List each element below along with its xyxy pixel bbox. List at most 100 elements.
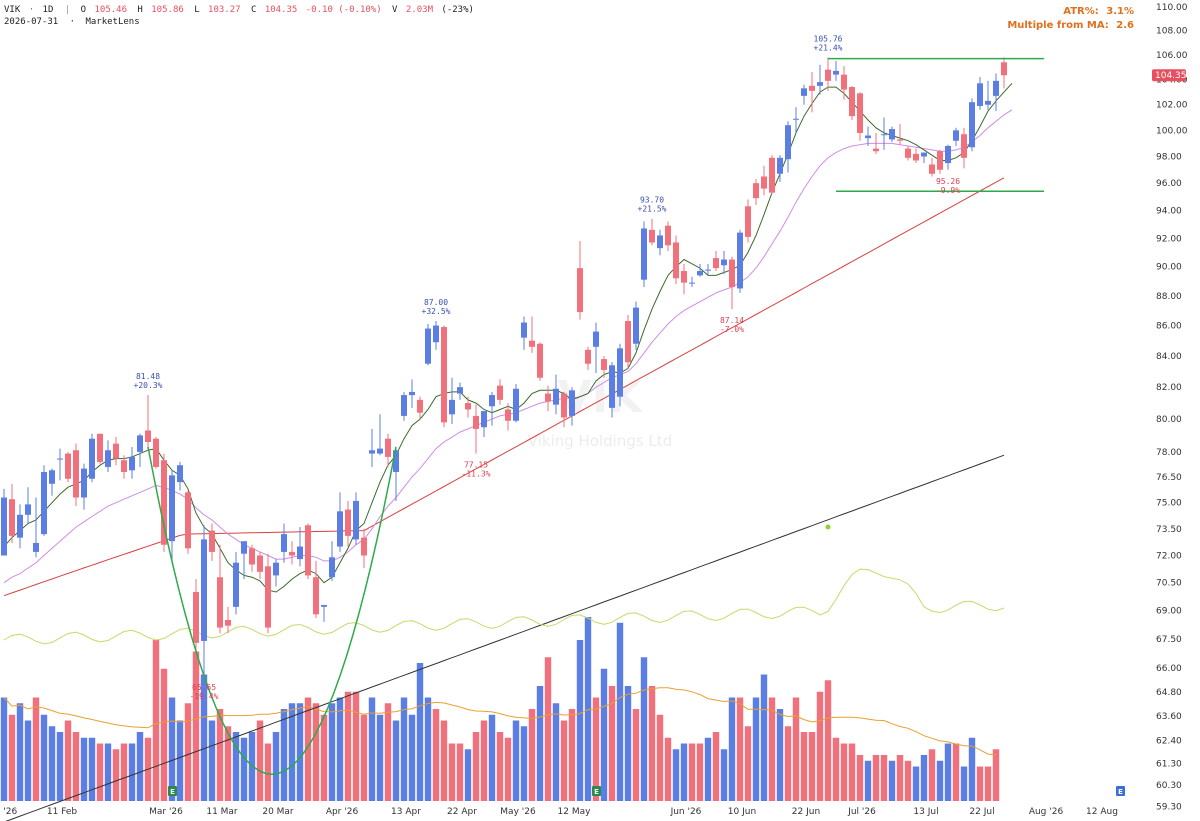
candle (393, 448, 399, 501)
candle (953, 127, 959, 146)
price-annotation: 87.00+32.5% (422, 298, 451, 316)
candle (321, 604, 327, 622)
volume-bar (920, 755, 928, 801)
candle (753, 179, 759, 205)
candle (57, 448, 63, 481)
volume-bar (816, 691, 824, 801)
candle (33, 497, 39, 558)
candle-body (625, 321, 631, 363)
volume-bar (400, 697, 408, 801)
candle (897, 123, 903, 145)
candle-body (673, 242, 679, 279)
candle-body (537, 343, 543, 378)
volume-bar (456, 743, 464, 801)
candle-body (929, 164, 935, 174)
candle-body (225, 619, 231, 626)
candle-body (785, 125, 791, 160)
candle (737, 229, 743, 293)
y-tick-label: 69.00 (1156, 607, 1182, 617)
candle (569, 387, 575, 426)
candle-body (17, 514, 23, 538)
candle (169, 470, 175, 561)
candle (145, 395, 151, 451)
y-tick-label: 60.30 (1156, 781, 1182, 791)
volume-bar (344, 691, 352, 801)
candle-body (281, 534, 287, 552)
candle (369, 428, 375, 467)
candle (657, 229, 663, 256)
volume-bar (336, 697, 344, 801)
volume-bar (584, 617, 592, 801)
x-tick-label: 13 Jul (913, 807, 938, 817)
candle-body (393, 450, 399, 472)
candle-body (209, 530, 215, 552)
candle (121, 455, 127, 479)
volume-bar (624, 686, 632, 801)
cup-pattern-line (147, 446, 397, 776)
volume-bar (912, 766, 920, 801)
candle-body (97, 433, 103, 462)
candle-body (801, 88, 807, 96)
x-tick-label: May '26 (500, 807, 536, 817)
candle-body (145, 430, 151, 442)
candle (729, 256, 735, 310)
candle (497, 379, 503, 405)
candle (201, 525, 207, 676)
candle-body (641, 228, 647, 280)
candle (89, 433, 95, 483)
earnings-badge (592, 786, 601, 796)
volume-bar (864, 760, 872, 801)
candle (873, 132, 879, 154)
volume-bar (424, 697, 432, 801)
candle (817, 64, 823, 95)
volume-bar (792, 697, 800, 801)
x-tick-label: 10 Jun (728, 807, 756, 817)
candle-body (65, 453, 71, 479)
volume-bar (240, 737, 248, 801)
candle (681, 263, 687, 295)
volume-bar (736, 697, 744, 801)
candle (249, 544, 255, 572)
candle (561, 391, 567, 428)
candle (665, 221, 671, 251)
candle-body (569, 390, 575, 416)
volume-bar (216, 709, 224, 801)
candle-body (433, 325, 439, 343)
candle (9, 483, 15, 543)
volume-bar (56, 732, 64, 801)
candle (105, 440, 111, 472)
candle-body (57, 458, 63, 460)
candle-body (953, 130, 959, 141)
volume-bar (616, 622, 624, 801)
candle-body (665, 225, 671, 246)
volume-bar (368, 697, 376, 801)
candle-body (889, 129, 895, 140)
candle-body (657, 235, 663, 249)
ma-200-line (5, 454, 1005, 821)
volume-value: 2.03M (406, 5, 434, 15)
candle-body (833, 70, 839, 75)
close-label: C (251, 5, 256, 15)
price-axis[interactable]: 110.00108.00106.00104.00102.00100.0098.0… (1156, 3, 1188, 813)
candle-body (49, 470, 55, 484)
x-tick-label: 22 Apr (447, 807, 477, 817)
candle (537, 342, 543, 381)
volume-bar (128, 743, 136, 801)
candle (913, 148, 919, 164)
volume-bar (960, 766, 968, 801)
candle (473, 404, 479, 454)
price-annotation: 93.70+21.5% (638, 196, 667, 214)
candle (289, 541, 295, 565)
ohlc-header: VIK · 1D | O 105.46 H 105.86 L 103.27 C … (4, 5, 474, 27)
volume-bar (984, 766, 992, 801)
candle-body (553, 388, 559, 405)
y-tick-label: 86.00 (1156, 322, 1182, 332)
candle-body (385, 438, 391, 457)
last-price-tag: 104.35 (1152, 69, 1187, 82)
candle-body (545, 393, 551, 402)
candle-body (753, 183, 759, 199)
time-axis[interactable]: b '26 11 Feb Mar '26 11 Mar 20 Mar Apr '26 13 … (0, 807, 1118, 817)
volume-bar (440, 720, 448, 801)
